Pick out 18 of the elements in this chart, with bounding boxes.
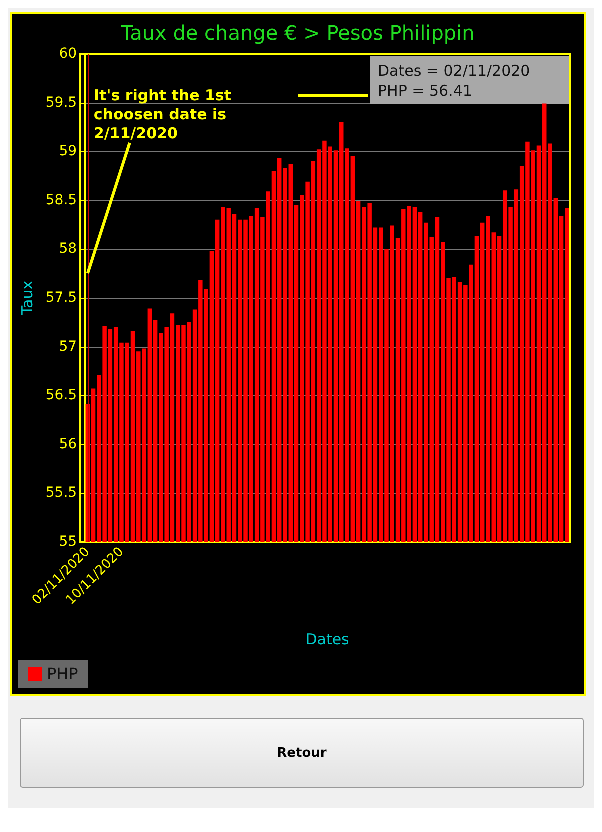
y-tick-label: 60 xyxy=(59,46,78,62)
y-tick-label: 56.5 xyxy=(46,388,78,404)
annotation: Dates = 02/11/2020 PHP = 56.41 xyxy=(378,62,530,100)
y-tick-label: 59 xyxy=(59,144,78,160)
y-tick-label: 55 xyxy=(59,534,78,550)
chart-title: Taux de change € > Pesos Philippin xyxy=(120,21,475,45)
legend-label: PHP xyxy=(47,664,79,684)
annotation: It's right the 1st choosen date is 2/11/2020 xyxy=(94,86,232,142)
y-tick-label: 57 xyxy=(59,338,78,355)
y-tick-label: 58 xyxy=(59,241,78,258)
y-tick-label: 56 xyxy=(59,436,78,452)
text: Retour xyxy=(20,718,584,788)
y-axis-title: Taux xyxy=(18,280,36,316)
y-tick-label: 55.5 xyxy=(46,485,78,502)
x-axis-title: Dates xyxy=(306,630,350,648)
y-tick-label: 57.5 xyxy=(46,290,78,306)
y-tick-label: 58.5 xyxy=(46,192,78,208)
y-tick-label: 59.5 xyxy=(46,94,78,111)
